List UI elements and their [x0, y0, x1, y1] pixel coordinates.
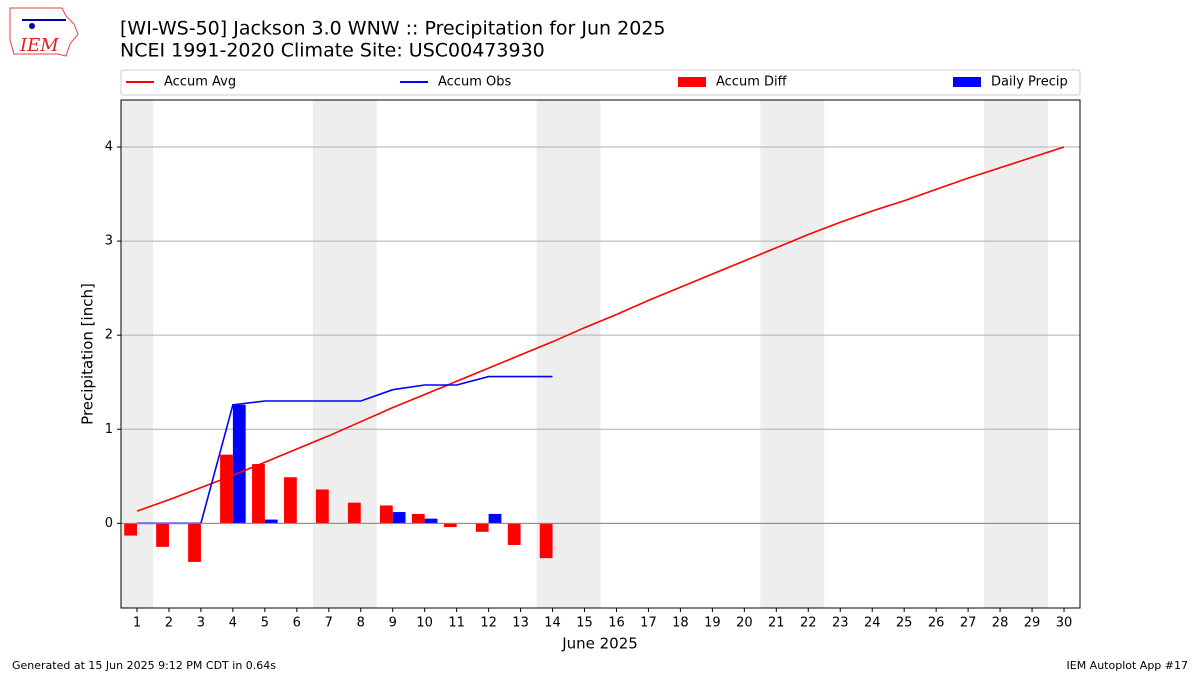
bar [475, 523, 489, 532]
weekend-shade [312, 100, 377, 608]
x-tick-label: 4 [229, 616, 237, 631]
bar [315, 489, 329, 524]
y-tick-label: 3 [105, 234, 113, 249]
bar [264, 519, 278, 524]
x-tick-label: 30 [1056, 616, 1073, 631]
footer-left: Generated at 15 Jun 2025 9:12 PM CDT in … [12, 659, 276, 672]
logo: IEM [9, 7, 79, 57]
x-tick-label: 17 [640, 616, 657, 631]
y-tick-label: 2 [105, 328, 113, 343]
footer-right: IEM Autoplot App #17 [1067, 659, 1189, 672]
x-tick-label: 8 [357, 616, 365, 631]
logo-outline [9, 7, 79, 57]
logo-dot [29, 23, 35, 29]
legend-swatch [678, 77, 706, 87]
legend-label: Daily Precip [991, 75, 1068, 90]
bar [347, 502, 361, 524]
x-tick-label: 29 [1024, 616, 1041, 631]
bar [392, 512, 406, 524]
x-tick-label: 14 [544, 616, 561, 631]
x-tick-label: 5 [261, 616, 269, 631]
x-tick-label: 2 [165, 616, 173, 631]
legend-label: Accum Avg [164, 75, 236, 90]
x-tick-label: 27 [960, 616, 977, 631]
bar [220, 454, 233, 524]
logo-text: IEM [19, 35, 59, 56]
x-tick-label: 19 [704, 616, 721, 631]
plot-frame [120, 99, 1081, 609]
x-tick-label: 6 [293, 616, 301, 631]
bar [379, 505, 393, 524]
legend-swatch [953, 77, 981, 87]
legend [120, 69, 1081, 96]
x-tick-label: 10 [416, 616, 433, 631]
x-tick-label: 26 [928, 616, 945, 631]
bar [284, 477, 297, 524]
x-tick-label: 22 [800, 616, 817, 631]
x-axis-label: June 2025 [561, 635, 638, 653]
bar [411, 513, 425, 524]
bar [443, 523, 457, 528]
x-tick-label: 18 [672, 616, 689, 631]
x-tick-label: 12 [480, 616, 497, 631]
x-tick-label: 24 [864, 616, 881, 631]
legend-label: Accum Obs [438, 75, 511, 90]
legend-label: Accum Diff [716, 75, 788, 90]
chart-subtitle: NCEI 1991-2020 Climate Site: USC00473930 [120, 40, 545, 62]
weekend-shade [760, 100, 825, 608]
x-tick-label: 13 [512, 616, 529, 631]
bar [252, 464, 265, 524]
x-tick-label: 1 [133, 616, 141, 631]
x-tick-label: 3 [197, 616, 205, 631]
bar [188, 523, 201, 562]
bar [124, 523, 137, 536]
chart-title: [WI-WS-50] Jackson 3.0 WNW :: Precipitat… [120, 18, 666, 40]
x-tick-label: 15 [576, 616, 593, 631]
bar [424, 518, 438, 524]
line [136, 146, 1065, 512]
line [137, 375, 553, 525]
x-tick-label: 28 [992, 616, 1009, 631]
bar [156, 523, 169, 547]
bar [507, 523, 521, 545]
y-tick-label: 4 [105, 140, 113, 155]
x-tick-label: 16 [608, 616, 625, 631]
x-tick-label: 25 [896, 616, 913, 631]
x-tick-label: 21 [768, 616, 785, 631]
bar [488, 513, 502, 524]
x-tick-label: 7 [325, 616, 333, 631]
x-tick-label: 9 [389, 616, 397, 631]
x-tick-label: 23 [832, 616, 849, 631]
x-tick-label: 20 [736, 616, 753, 631]
bar [232, 404, 246, 524]
y-axis-label: Precipitation [inch] [79, 283, 97, 425]
x-tick-label: 11 [448, 616, 465, 631]
bar [539, 523, 553, 559]
y-tick-label: 1 [105, 422, 113, 437]
weekend-shade [984, 100, 1049, 608]
y-tick-label: 0 [105, 516, 113, 531]
